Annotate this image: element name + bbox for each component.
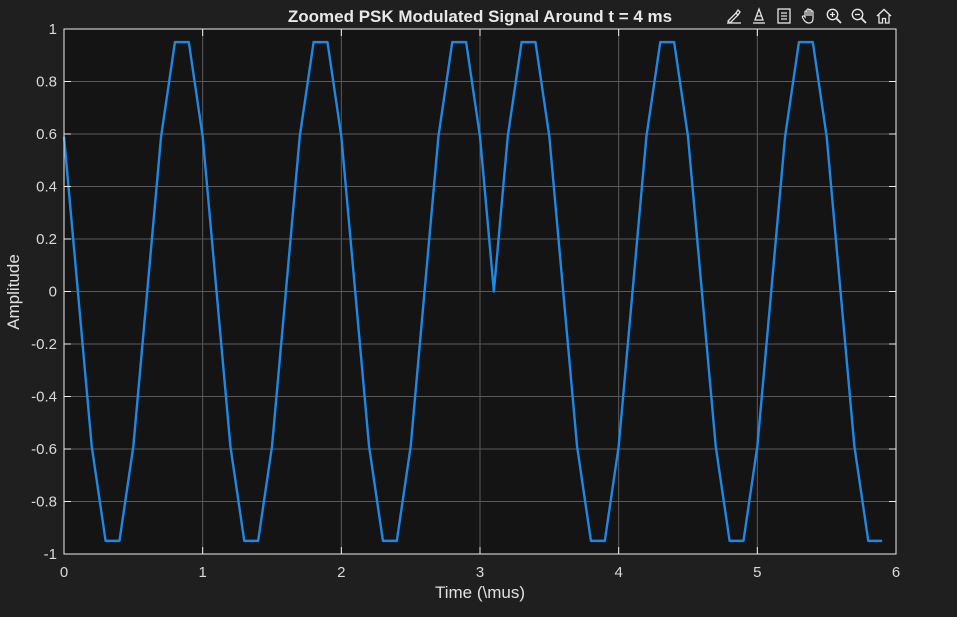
- y-tick-label: 0.8: [36, 74, 57, 91]
- zoom-out-icon: [851, 8, 867, 24]
- restore-view-button[interactable]: [772, 5, 796, 27]
- x-tick-label: 3: [476, 564, 484, 581]
- x-tick-label: 1: [198, 564, 206, 581]
- tick-labels: 0 1 2 3 4 5 6 -1 -0.8 -0.6 -0.4 -0.2 0 0.2 0.4 0.6 0.8 1: [31, 21, 900, 581]
- axes-frame: [63, 28, 897, 555]
- x-tick-label: 4: [614, 564, 622, 581]
- y-tick-label: -0.6: [31, 441, 57, 458]
- home-button[interactable]: [872, 5, 896, 27]
- x-tick-label: 0: [60, 564, 68, 581]
- y-tick-label: 0.4: [36, 179, 57, 196]
- brush-icon: [727, 8, 741, 24]
- y-tick-label: 1: [49, 21, 57, 38]
- y-tick-label: 0: [49, 284, 57, 301]
- y-tick-label: 0.2: [36, 231, 57, 248]
- zoom-in-button[interactable]: [822, 5, 846, 27]
- data-tips-button[interactable]: [747, 5, 771, 27]
- x-tick-label: 2: [337, 564, 345, 581]
- series-layer: [62, 40, 883, 543]
- y-axis-label: Amplitude: [4, 254, 23, 330]
- y-tick-label: 0.6: [36, 126, 57, 143]
- y-tick-label: -0.4: [31, 389, 57, 406]
- y-tick-label: -0.8: [31, 494, 57, 511]
- series-line: [62, 40, 883, 543]
- brush-button[interactable]: [722, 5, 746, 27]
- x-tick-label: 6: [892, 564, 900, 581]
- data-tips-icon: [753, 7, 765, 24]
- pan-icon: [801, 8, 814, 24]
- axes-toolbar: [722, 5, 896, 27]
- zoom-out-button[interactable]: [847, 5, 871, 27]
- restore-view-icon: [777, 8, 791, 24]
- x-axis-label: Time (\mus): [435, 583, 525, 602]
- grid-lines: [64, 29, 896, 554]
- zoom-in-icon: [826, 8, 842, 24]
- pan-button[interactable]: [797, 5, 821, 27]
- chart-title: Zoomed PSK Modulated Signal Around t = 4…: [288, 7, 672, 26]
- home-icon: [876, 8, 892, 24]
- y-tick-label: -0.2: [31, 336, 57, 353]
- y-tick-label: -1: [44, 546, 57, 563]
- x-tick-label: 5: [753, 564, 761, 581]
